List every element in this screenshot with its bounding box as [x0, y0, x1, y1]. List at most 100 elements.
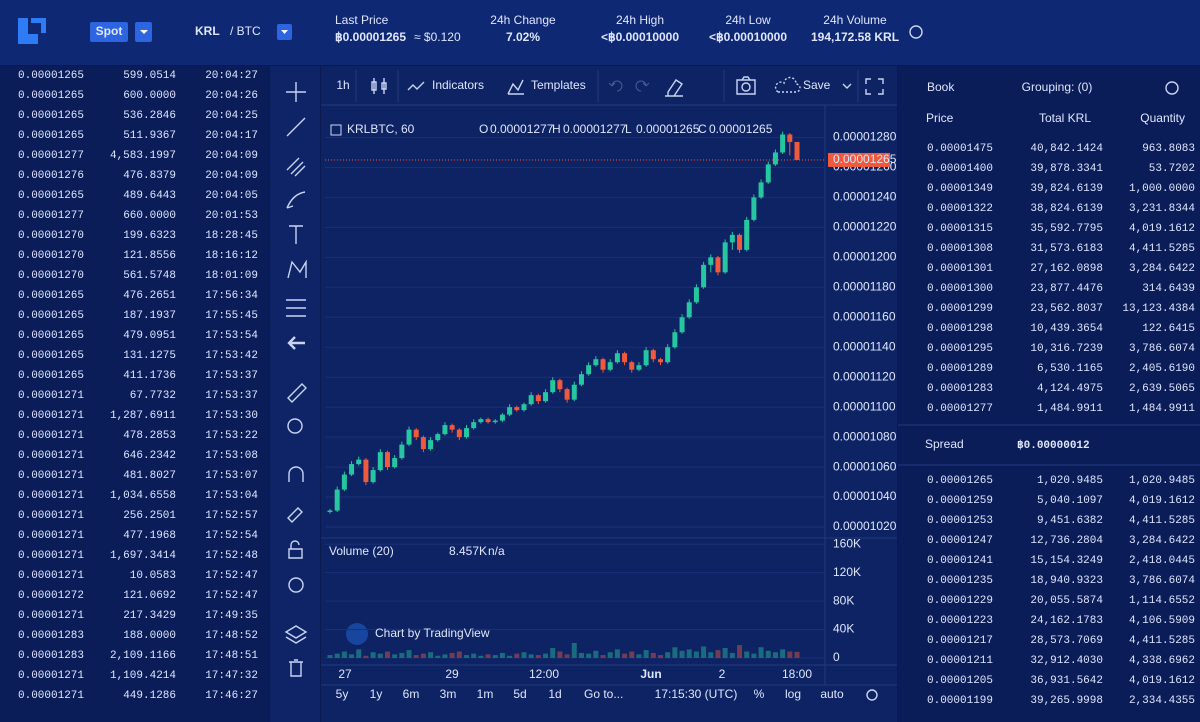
trade-time: 17:53:42 [205, 350, 258, 362]
save-button[interactable]: Save [803, 78, 831, 92]
zoom-tool[interactable] [287, 418, 303, 434]
candle-body [722, 242, 728, 273]
book-title: Book [927, 80, 955, 94]
book-total: 40,842.1424 [1030, 143, 1103, 155]
brush-tool[interactable] [286, 191, 306, 209]
logo-mark [18, 18, 38, 44]
volume-bar [586, 653, 592, 658]
last-price-tag [828, 152, 890, 167]
book-settings-icon[interactable] [1165, 81, 1179, 95]
book-price: 0.00001301 [927, 263, 993, 275]
spread-label: Spread [925, 437, 964, 451]
volume-bar [356, 649, 362, 658]
trade-amount: 511.9367 [123, 130, 176, 142]
lock-tool[interactable] [288, 540, 303, 559]
candle-body [614, 353, 620, 363]
crosshair-tool[interactable] [286, 82, 306, 102]
trendline-tool[interactable] [286, 117, 306, 137]
goto-button[interactable]: Go to... [584, 687, 623, 701]
visibility-tool[interactable] [288, 577, 304, 593]
eraser-icon[interactable] [665, 79, 683, 97]
x-tick-label: 29 [445, 667, 459, 681]
volume-bar [521, 652, 527, 658]
interval-button[interactable]: 1h [336, 78, 349, 92]
trade-time: 18:16:12 [205, 250, 258, 262]
indicators-button[interactable]: Indicators [432, 78, 484, 92]
volume-bar [622, 653, 628, 658]
volume-bar [377, 653, 383, 658]
y-tick-label: 0.00001040 [833, 489, 897, 503]
logo[interactable] [18, 18, 46, 44]
volume-bar [334, 653, 340, 658]
trade-time: 17:53:04 [205, 490, 258, 502]
volume-bar [478, 655, 484, 658]
volume-bar [471, 653, 477, 658]
stat-value: 194,172.58 KRL [811, 30, 899, 44]
trade-time: 17:53:07 [205, 470, 258, 482]
settings-icon[interactable] [909, 25, 923, 39]
trade-price: 0.00001271 [18, 410, 84, 422]
candle-icon [371, 78, 387, 94]
hide-tools[interactable] [287, 336, 305, 350]
text-tool[interactable] [289, 225, 303, 244]
redo-icon[interactable] [635, 80, 650, 92]
grouping[interactable]: Grouping: (0) [1022, 80, 1093, 94]
volume-bar [787, 651, 793, 658]
volume-bar [650, 652, 656, 658]
range-button[interactable]: 3m [440, 687, 457, 701]
delete-tool[interactable] [289, 659, 303, 677]
camera-icon[interactable] [736, 76, 756, 95]
candle-body [557, 380, 563, 390]
book-total: 5,040.1097 [1037, 495, 1103, 507]
chart-settings-icon[interactable] [866, 689, 878, 701]
percent-button[interactable]: % [754, 687, 765, 701]
volume-bar [449, 652, 455, 658]
trade-amount: 10.0583 [130, 570, 176, 582]
fib-tool[interactable] [286, 157, 306, 177]
book-total: 39,265.9998 [1030, 695, 1103, 707]
collapse-legend[interactable] [330, 124, 342, 136]
book-quantity: 4,411.5285 [1129, 243, 1195, 255]
magnet-tool[interactable] [288, 466, 304, 482]
trade-price: 0.00001265 [18, 310, 84, 322]
templates-button[interactable]: Templates [531, 78, 586, 92]
range-button[interactable]: 5d [513, 687, 526, 701]
undo-icon[interactable] [608, 80, 623, 92]
auto-button[interactable]: auto [820, 687, 844, 701]
range-button[interactable]: 1m [477, 687, 494, 701]
cloud-icon[interactable] [774, 76, 801, 93]
book-col: Total KRL [1039, 111, 1091, 125]
lock-drawing-tool[interactable] [287, 507, 303, 523]
book-price: 0.00001289 [927, 363, 993, 375]
candle-body [384, 452, 390, 468]
trade-amount: 131.1275 [123, 350, 176, 362]
trade-time: 17:53:37 [205, 370, 258, 382]
pair-base: KRL [195, 24, 220, 38]
prediction-tool[interactable] [286, 299, 306, 317]
trade-amount: 187.1937 [123, 310, 176, 322]
book-quantity: 2,418.0445 [1129, 555, 1195, 567]
range-button[interactable]: 5y [336, 687, 349, 701]
candle-body [528, 395, 534, 405]
book-price: 0.00001247 [927, 535, 993, 547]
measure-tool[interactable] [287, 383, 307, 403]
y-tick-label: 0.00001080 [833, 429, 897, 443]
layers-tool[interactable] [284, 625, 308, 644]
log-button[interactable]: log [785, 687, 801, 701]
pattern-tool[interactable] [287, 259, 307, 279]
save-caret[interactable] [842, 83, 852, 89]
range-button[interactable]: 1d [548, 687, 561, 701]
candle-body [521, 404, 527, 411]
market-button[interactable] [90, 22, 128, 42]
volume-bar [413, 655, 419, 658]
book-quantity: 53.7202 [1149, 163, 1195, 175]
book-price: 0.00001315 [927, 223, 993, 235]
range-button[interactable]: 6m [403, 687, 420, 701]
range-button[interactable]: 1y [370, 687, 383, 701]
fullscreen-icon[interactable] [865, 78, 884, 95]
x-tick-label: 27 [338, 667, 352, 681]
volume-bar [507, 655, 513, 658]
book-col: Quantity [1140, 111, 1185, 125]
stat-label: 24h High [616, 13, 664, 27]
candle-body [571, 384, 577, 400]
